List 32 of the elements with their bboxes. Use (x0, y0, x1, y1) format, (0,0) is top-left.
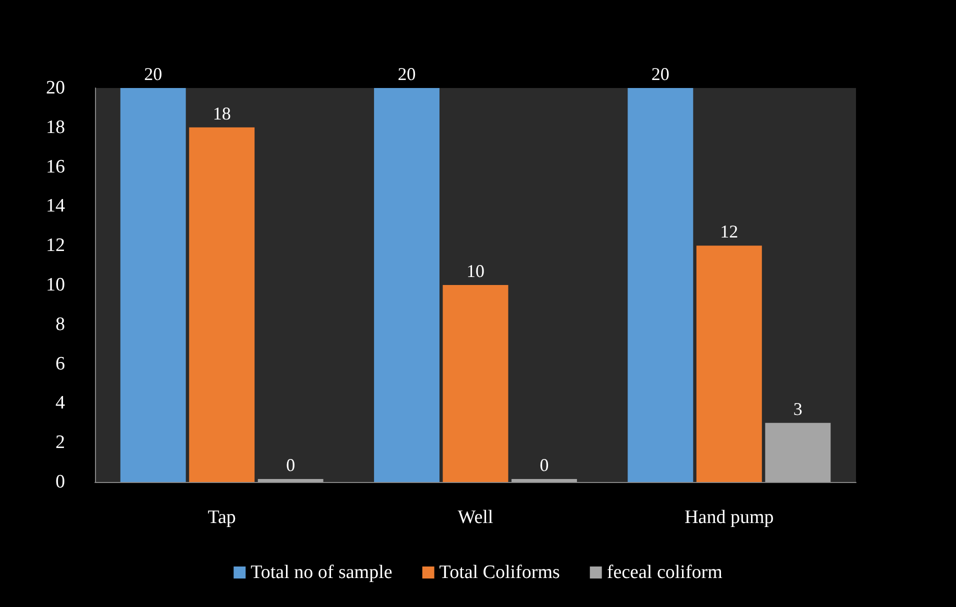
y-tick-label: 18 (46, 116, 65, 138)
bar (189, 127, 255, 482)
data-label: 20 (651, 64, 670, 84)
y-tick-label: 0 (56, 472, 65, 492)
data-label: 3 (793, 398, 802, 419)
y-tick-label: 12 (46, 235, 65, 256)
y-tick-label: 20 (46, 78, 65, 98)
y-tick-label: 4 (56, 392, 66, 414)
x-tick-label: Hand pump (684, 507, 774, 528)
legend-label: Total Coliforms (439, 562, 560, 583)
data-label: 18 (212, 103, 231, 124)
bar (696, 246, 762, 482)
y-tick-label: 2 (56, 432, 65, 454)
legend-label: feceal coliform (606, 562, 723, 583)
y-tick-label: 10 (46, 274, 65, 296)
y-tick-label: 16 (46, 156, 65, 178)
y-tick-label: 6 (56, 353, 65, 374)
y-tick-label: 8 (56, 314, 65, 335)
x-tick-label: Well (458, 507, 494, 528)
data-label: 12 (720, 222, 738, 242)
data-label: 20 (398, 64, 416, 84)
bar (374, 88, 440, 482)
data-label: 0 (286, 455, 296, 475)
data-label: 0 (540, 455, 549, 475)
data-label: 10 (466, 261, 484, 281)
data-label: 20 (144, 64, 162, 84)
bar (120, 88, 186, 482)
x-tick-label: Tap (208, 507, 236, 528)
bar (628, 88, 694, 482)
y-tick-label: 14 (46, 196, 66, 217)
legend-label: Total no of sample (250, 562, 392, 583)
bar (442, 285, 508, 482)
